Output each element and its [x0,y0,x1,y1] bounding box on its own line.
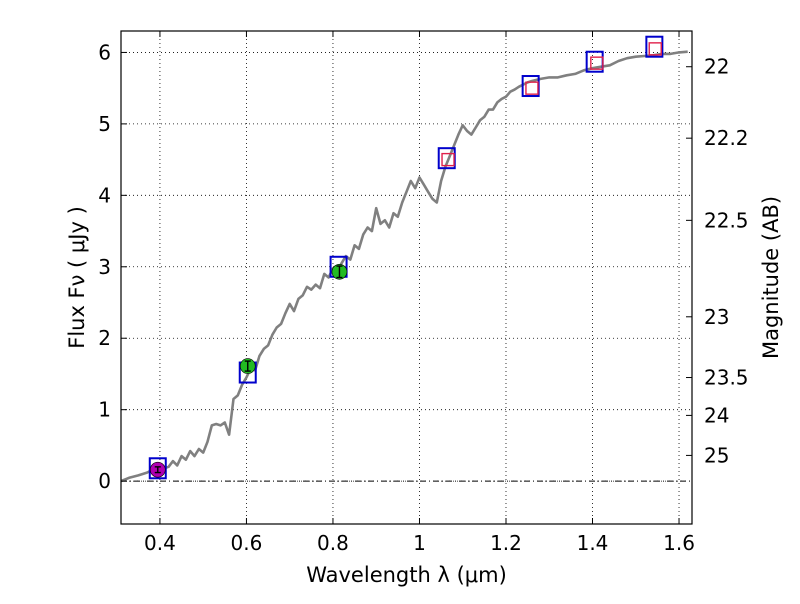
x-tick-label: 1.4 [577,531,609,555]
y-tick-label: 1 [98,398,111,422]
y-tick-label: 5 [98,112,111,136]
x-tick-label: 0.4 [144,531,176,555]
x-axis-label: Wavelength λ (μm) [306,563,507,587]
y-tick-label: 4 [98,183,111,207]
magnitude-axis-label: Magnitude (AB) [759,196,783,359]
observed-photometry-box [148,457,167,480]
magnitude-tick-label: 24 [704,403,729,427]
observed-photometry-box [521,75,540,98]
model-photometry-box [648,42,662,56]
magnitude-tick-label: 22.5 [704,208,749,232]
model-photometry-box [441,152,455,167]
y-tick-label: 2 [98,326,111,350]
magnitude-tick-label: 22 [704,55,729,79]
y-tick-label: 0 [98,469,111,493]
model-photometry-box [590,56,604,70]
tick-layer: 0.4 0.6 0.8 1 1.2 1.4 1.601234562222.222.52323… [98,31,749,555]
x-tick-label: 0.6 [231,531,263,555]
x-tick-label: 1.2 [490,531,522,555]
marker-layer [148,35,664,480]
observed-photometry-box [437,147,456,170]
model-photometry-box [525,81,539,95]
observed-photometry-box [645,35,664,58]
y-tick-label: 6 [98,40,111,64]
y-axis-label: Flux Fν ( μJy ) [65,206,89,349]
magnitude-tick-label: 23 [704,305,729,329]
plot-frame [120,30,693,525]
magnitude-tick-label: 25 [704,443,729,467]
y-tick-label: 3 [98,255,111,279]
x-tick-label: 1.6 [663,531,695,555]
x-tick-label: 0.8 [317,531,349,555]
magnitude-tick-label: 22.2 [704,126,749,150]
x-tick-label: 1 [413,531,426,555]
magnitude-tick-label: 23.5 [704,366,749,390]
